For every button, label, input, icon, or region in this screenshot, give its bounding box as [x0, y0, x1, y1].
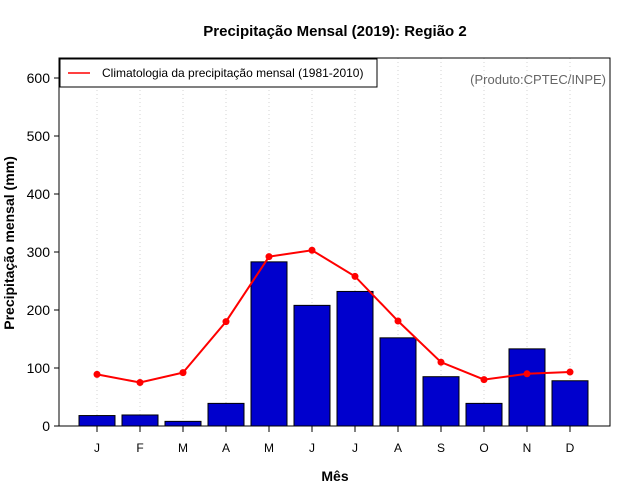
bar-5	[250, 261, 288, 427]
bar-3	[164, 420, 202, 427]
y-tick-label: 200	[27, 302, 51, 318]
x-tick-label: J	[94, 441, 100, 455]
y-tick-label: 400	[27, 186, 51, 202]
x-tick-label: S	[437, 441, 445, 455]
climatology-point-6	[308, 246, 316, 254]
x-tick-label: J	[352, 441, 358, 455]
bar-2	[121, 414, 159, 427]
bar-7	[336, 290, 374, 427]
climatology-line	[96, 249, 571, 384]
legend-box	[59, 58, 378, 88]
x-tick-label: O	[479, 441, 488, 455]
climatology-series	[93, 246, 574, 386]
bar-4	[207, 402, 245, 427]
climatology-point-3	[179, 369, 187, 377]
y-tick-label: 0	[42, 418, 50, 434]
x-tick-label: M	[178, 441, 188, 455]
y-axis: 0 100 200 300 400 500 600	[27, 70, 59, 434]
x-tick-label: N	[523, 441, 532, 455]
x-tick-label: A	[394, 441, 402, 455]
legend: Climatologia da precipitação mensal (198…	[59, 58, 378, 88]
climatology-point-4	[222, 318, 230, 326]
bar-12	[551, 380, 589, 427]
legend-entry-climatology: Climatologia da precipitação mensal (198…	[102, 66, 363, 80]
climatology-point-2	[136, 379, 144, 386]
x-tick-label: F	[136, 441, 143, 455]
bar-10	[465, 402, 503, 427]
bar-11	[508, 348, 546, 427]
x-tick-label: A	[222, 441, 230, 455]
source-annotation: (Produto:CPTEC/INPE)	[470, 72, 606, 87]
chart-title: Precipitação Mensal (2019): Região 2	[203, 23, 466, 40]
bar-9	[422, 376, 460, 427]
climatology-point-10	[480, 376, 488, 384]
climatology-point-1	[93, 370, 101, 378]
x-axis-label: Mês	[321, 468, 348, 484]
climatology-point-9	[437, 358, 445, 366]
y-axis-label: Precipitação mensal (mm)	[1, 156, 17, 330]
climatology-point-5	[265, 253, 273, 261]
y-tick-label: 500	[27, 128, 51, 144]
grid-lines	[96, 58, 571, 426]
climatology-point-11	[523, 370, 531, 378]
x-tick-label: J	[309, 441, 315, 455]
x-tick-label: M	[264, 441, 274, 455]
plot-frame	[58, 57, 611, 427]
climatology-point-12	[566, 368, 574, 376]
climatology-point-8	[394, 317, 402, 325]
bar-series	[78, 261, 589, 427]
bar-1	[78, 415, 116, 427]
bar-8	[379, 337, 417, 427]
y-tick-label: 600	[27, 70, 51, 86]
x-tick-label: D	[566, 441, 575, 455]
climatology-point-7	[351, 272, 359, 280]
y-tick-label: 300	[27, 244, 51, 260]
bar-6	[293, 304, 331, 427]
y-tick-label: 100	[27, 360, 51, 376]
